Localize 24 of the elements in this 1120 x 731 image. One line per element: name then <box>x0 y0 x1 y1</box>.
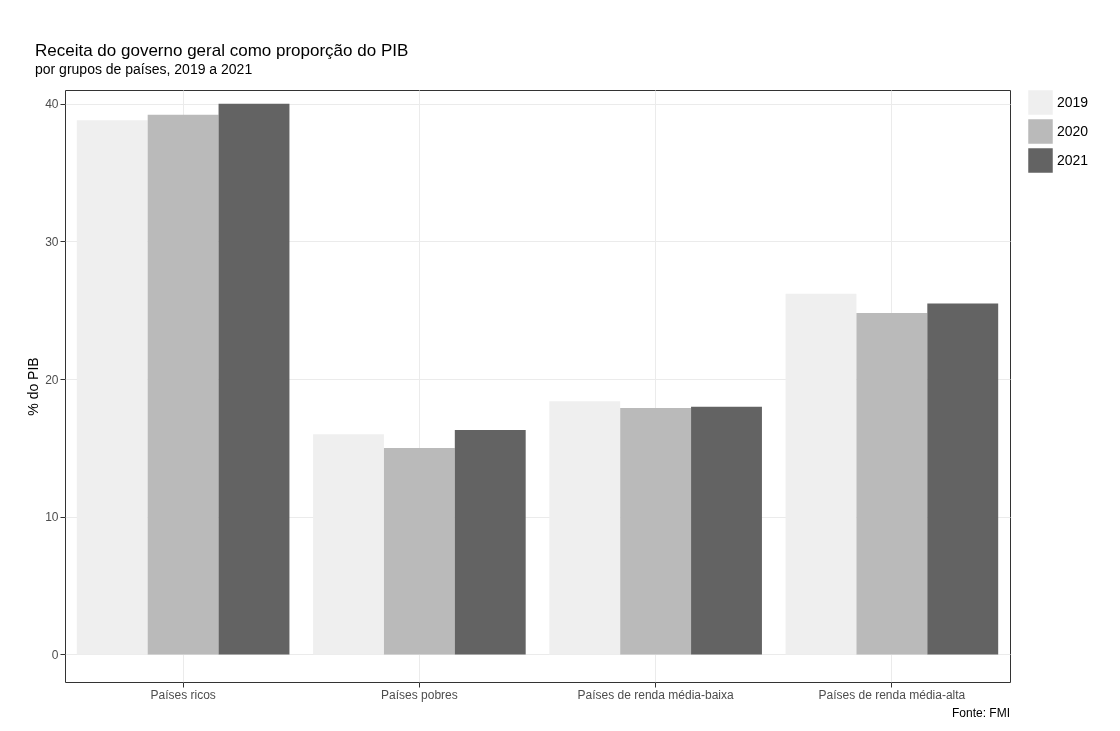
source-note: Fonte: FMI <box>951 706 1010 720</box>
chart-title: Receita do governo geral como proporção do PIB <box>35 41 409 60</box>
legend-label: 2021 <box>1057 151 1089 168</box>
x-tick-label: Países de renda média-alta <box>818 687 966 702</box>
bar <box>856 313 928 655</box>
y-tick-label: 0 <box>51 647 59 662</box>
bar <box>454 430 526 655</box>
y-tick-label: 20 <box>45 372 59 387</box>
legend-label: 2019 <box>1057 93 1089 110</box>
chart-subtitle: por grupos de países, 2019 a 2021 <box>35 61 253 77</box>
x-tick-label: Países de renda média-baixa <box>577 687 734 702</box>
bar <box>383 447 455 655</box>
y-axis-title: % do PIB <box>25 357 42 416</box>
bar <box>147 114 219 655</box>
x-tick-label: Países pobres <box>381 687 458 702</box>
x-tick-label: Países ricos <box>150 687 216 702</box>
y-tick-label: 40 <box>45 97 59 112</box>
y-tick-label: 30 <box>45 234 59 249</box>
legend-label: 2020 <box>1057 122 1089 139</box>
y-tick-label: 10 <box>45 510 59 525</box>
bar <box>691 406 762 655</box>
bar <box>927 303 999 655</box>
bar <box>218 103 290 655</box>
bar <box>620 408 692 655</box>
